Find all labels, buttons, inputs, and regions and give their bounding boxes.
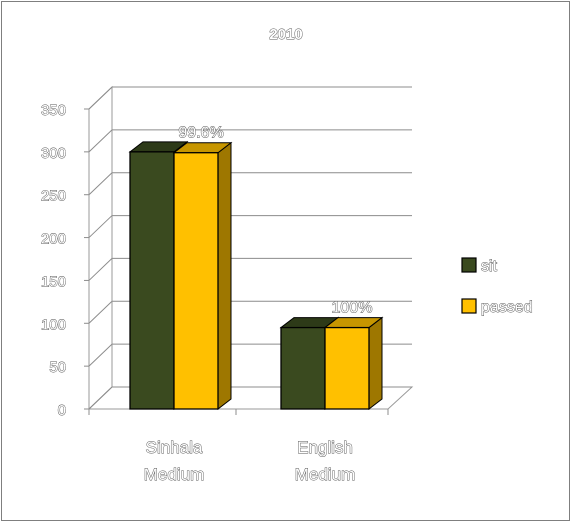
gridline <box>88 300 412 324</box>
y-tick-label: 300 <box>41 145 66 162</box>
data-label: 99.6% <box>178 125 223 142</box>
labels: 0 50 100 150 200 250 300 350 99.6% Sinhala Medium 1… <box>41 102 373 485</box>
bar-front <box>173 152 219 410</box>
gridline <box>88 215 412 238</box>
y-tick-label: 200 <box>41 231 66 248</box>
legend-swatch-sit <box>461 257 477 273</box>
category-label: English <box>297 438 353 457</box>
bar-passed-1 <box>323 316 384 411</box>
chart-title: 2010 <box>269 26 302 43</box>
legend-label-passed: passed <box>481 299 533 316</box>
gridline <box>88 86 412 110</box>
bar-side <box>217 141 232 411</box>
gridline <box>88 257 412 281</box>
y-tick-label: 150 <box>41 273 66 290</box>
legend-label-sit: sit <box>481 258 498 275</box>
bars <box>128 140 384 411</box>
category-label: Medium <box>144 465 204 484</box>
legend-swatch-passed <box>461 298 477 314</box>
bar-front <box>324 326 370 410</box>
y-tick-label: 100 <box>41 316 66 333</box>
y-tick-label: 50 <box>49 359 66 376</box>
bar-front <box>280 326 326 410</box>
bar-front <box>129 151 175 410</box>
y-tick-label: 250 <box>41 188 66 205</box>
left-wall <box>88 85 113 411</box>
category-label: Medium <box>295 465 355 484</box>
y-tick-label: 0 <box>58 402 66 419</box>
gridline <box>88 129 412 153</box>
bar-passed-0 <box>172 141 233 411</box>
y-tick-label: 350 <box>41 102 66 119</box>
data-label: 100% <box>332 300 373 317</box>
gridline <box>88 172 412 196</box>
category-label: Sinhala <box>146 438 203 457</box>
bar-side <box>368 316 383 411</box>
legend: sit passed <box>461 257 533 316</box>
